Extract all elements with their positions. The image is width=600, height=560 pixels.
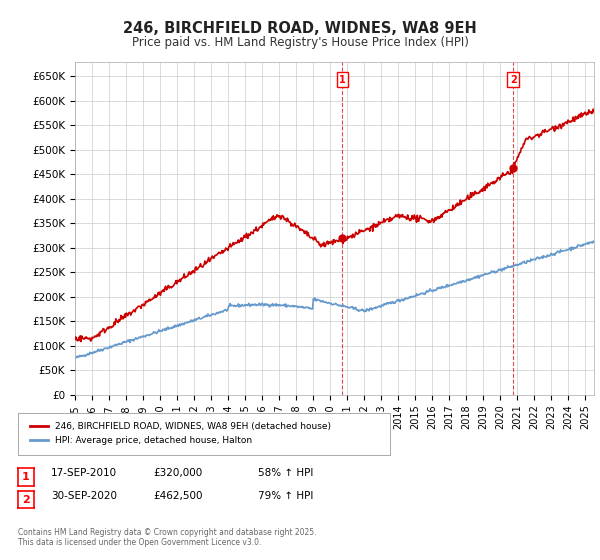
- Text: 79% ↑ HPI: 79% ↑ HPI: [258, 491, 313, 501]
- Text: 58% ↑ HPI: 58% ↑ HPI: [258, 468, 313, 478]
- Text: 246, BIRCHFIELD ROAD, WIDNES, WA8 9EH: 246, BIRCHFIELD ROAD, WIDNES, WA8 9EH: [123, 21, 477, 36]
- Text: Contains HM Land Registry data © Crown copyright and database right 2025.
This d: Contains HM Land Registry data © Crown c…: [18, 528, 317, 547]
- Text: £320,000: £320,000: [153, 468, 202, 478]
- Text: 17-SEP-2010: 17-SEP-2010: [51, 468, 117, 478]
- Text: 1: 1: [22, 472, 29, 482]
- Legend: 246, BIRCHFIELD ROAD, WIDNES, WA8 9EH (detached house), HPI: Average price, deta: 246, BIRCHFIELD ROAD, WIDNES, WA8 9EH (d…: [26, 419, 335, 449]
- Text: £462,500: £462,500: [153, 491, 203, 501]
- Text: 2: 2: [510, 75, 517, 85]
- Text: Price paid vs. HM Land Registry's House Price Index (HPI): Price paid vs. HM Land Registry's House …: [131, 36, 469, 49]
- Text: 1: 1: [339, 75, 346, 85]
- Text: 2: 2: [22, 495, 29, 505]
- Text: 30-SEP-2020: 30-SEP-2020: [51, 491, 117, 501]
